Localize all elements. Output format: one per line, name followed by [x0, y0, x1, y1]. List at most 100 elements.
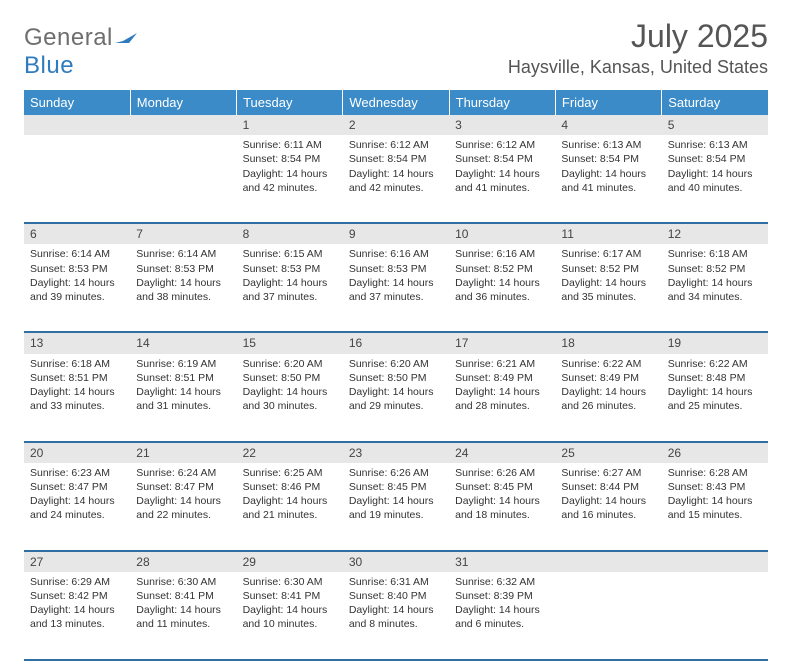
- sunset-text: Sunset: 8:54 PM: [561, 152, 655, 166]
- month-title: July 2025: [508, 18, 768, 55]
- weekday-header: Sunday: [24, 90, 130, 115]
- sunset-text: Sunset: 8:44 PM: [561, 480, 655, 494]
- sunset-text: Sunset: 8:42 PM: [30, 589, 124, 603]
- day-number-cell: 18: [555, 332, 661, 353]
- daylight-text: Daylight: 14 hours and 21 minutes.: [243, 494, 337, 522]
- weekday-row: SundayMondayTuesdayWednesdayThursdayFrid…: [24, 90, 768, 115]
- daylight-text: Daylight: 14 hours and 26 minutes.: [561, 385, 655, 413]
- sunrise-text: Sunrise: 6:12 AM: [349, 138, 443, 152]
- sunset-text: Sunset: 8:41 PM: [243, 589, 337, 603]
- day-number-cell: [130, 115, 236, 135]
- page: { "brand": { "general": "General", "blue…: [0, 0, 792, 612]
- calendar-cell: Sunrise: 6:17 AMSunset: 8:52 PMDaylight:…: [555, 244, 661, 332]
- daylight-text: Daylight: 14 hours and 33 minutes.: [30, 385, 124, 413]
- day-number-row: 2728293031: [24, 551, 768, 572]
- day-number-cell: 26: [662, 442, 768, 463]
- sunset-text: Sunset: 8:47 PM: [136, 480, 230, 494]
- sunset-text: Sunset: 8:54 PM: [455, 152, 549, 166]
- sunrise-text: Sunrise: 6:11 AM: [243, 138, 337, 152]
- title-block: July 2025 Haysville, Kansas, United Stat…: [508, 18, 768, 78]
- weekday-header: Wednesday: [343, 90, 449, 115]
- daylight-text: Daylight: 14 hours and 22 minutes.: [136, 494, 230, 522]
- daylight-text: Daylight: 14 hours and 31 minutes.: [136, 385, 230, 413]
- sunrise-text: Sunrise: 6:30 AM: [136, 575, 230, 589]
- day-number-cell: 3: [449, 115, 555, 135]
- day-number-cell: 29: [237, 551, 343, 572]
- day-number-row: 13141516171819: [24, 332, 768, 353]
- header: GeneralBlue July 2025 Haysville, Kansas,…: [24, 18, 768, 80]
- weekday-header: Tuesday: [237, 90, 343, 115]
- calendar-cell: Sunrise: 6:21 AMSunset: 8:49 PMDaylight:…: [449, 354, 555, 442]
- sunrise-text: Sunrise: 6:27 AM: [561, 466, 655, 480]
- calendar-cell: Sunrise: 6:32 AMSunset: 8:39 PMDaylight:…: [449, 572, 555, 660]
- daylight-text: Daylight: 14 hours and 37 minutes.: [349, 276, 443, 304]
- calendar-cell: Sunrise: 6:16 AMSunset: 8:52 PMDaylight:…: [449, 244, 555, 332]
- daylight-text: Daylight: 14 hours and 13 minutes.: [30, 603, 124, 631]
- calendar-cell: [130, 135, 236, 223]
- day-number-cell: 7: [130, 223, 236, 244]
- sunrise-text: Sunrise: 6:16 AM: [455, 247, 549, 261]
- sunrise-text: Sunrise: 6:16 AM: [349, 247, 443, 261]
- calendar-cell: Sunrise: 6:20 AMSunset: 8:50 PMDaylight:…: [343, 354, 449, 442]
- sunrise-text: Sunrise: 6:22 AM: [668, 357, 762, 371]
- day-number-cell: [662, 551, 768, 572]
- calendar-cell: Sunrise: 6:12 AMSunset: 8:54 PMDaylight:…: [449, 135, 555, 223]
- calendar-cell: Sunrise: 6:26 AMSunset: 8:45 PMDaylight:…: [343, 463, 449, 551]
- day-number-cell: 1: [237, 115, 343, 135]
- calendar-row: Sunrise: 6:29 AMSunset: 8:42 PMDaylight:…: [24, 572, 768, 660]
- calendar-cell: Sunrise: 6:25 AMSunset: 8:46 PMDaylight:…: [237, 463, 343, 551]
- sunset-text: Sunset: 8:39 PM: [455, 589, 549, 603]
- sunrise-text: Sunrise: 6:30 AM: [243, 575, 337, 589]
- sunset-text: Sunset: 8:52 PM: [455, 262, 549, 276]
- logo-general: General: [24, 24, 113, 51]
- daylight-text: Daylight: 14 hours and 15 minutes.: [668, 494, 762, 522]
- daylight-text: Daylight: 14 hours and 39 minutes.: [30, 276, 124, 304]
- sunrise-text: Sunrise: 6:24 AM: [136, 466, 230, 480]
- weekday-header: Saturday: [662, 90, 768, 115]
- day-number-cell: 16: [343, 332, 449, 353]
- day-number-cell: [555, 551, 661, 572]
- calendar-cell: Sunrise: 6:19 AMSunset: 8:51 PMDaylight:…: [130, 354, 236, 442]
- sunrise-text: Sunrise: 6:26 AM: [349, 466, 443, 480]
- sunrise-text: Sunrise: 6:25 AM: [243, 466, 337, 480]
- day-number-cell: 15: [237, 332, 343, 353]
- calendar-cell: Sunrise: 6:22 AMSunset: 8:49 PMDaylight:…: [555, 354, 661, 442]
- day-number-cell: 12: [662, 223, 768, 244]
- sunset-text: Sunset: 8:54 PM: [349, 152, 443, 166]
- day-number-cell: 11: [555, 223, 661, 244]
- day-number-row: 12345: [24, 115, 768, 135]
- daylight-text: Daylight: 14 hours and 16 minutes.: [561, 494, 655, 522]
- sunrise-text: Sunrise: 6:32 AM: [455, 575, 549, 589]
- calendar-cell: Sunrise: 6:16 AMSunset: 8:53 PMDaylight:…: [343, 244, 449, 332]
- day-number-cell: 27: [24, 551, 130, 572]
- calendar-cell: [555, 572, 661, 660]
- daylight-text: Daylight: 14 hours and 11 minutes.: [136, 603, 230, 631]
- sunrise-text: Sunrise: 6:23 AM: [30, 466, 124, 480]
- sunrise-text: Sunrise: 6:18 AM: [30, 357, 124, 371]
- day-number-cell: 22: [237, 442, 343, 463]
- calendar-cell: Sunrise: 6:13 AMSunset: 8:54 PMDaylight:…: [555, 135, 661, 223]
- day-number-cell: [24, 115, 130, 135]
- sunrise-text: Sunrise: 6:20 AM: [349, 357, 443, 371]
- sunset-text: Sunset: 8:53 PM: [349, 262, 443, 276]
- sunset-text: Sunset: 8:51 PM: [136, 371, 230, 385]
- sunrise-text: Sunrise: 6:14 AM: [136, 247, 230, 261]
- daylight-text: Daylight: 14 hours and 40 minutes.: [668, 167, 762, 195]
- daylight-text: Daylight: 14 hours and 41 minutes.: [561, 167, 655, 195]
- calendar-cell: [24, 135, 130, 223]
- day-number-cell: 2: [343, 115, 449, 135]
- calendar-cell: Sunrise: 6:11 AMSunset: 8:54 PMDaylight:…: [237, 135, 343, 223]
- calendar-cell: Sunrise: 6:14 AMSunset: 8:53 PMDaylight:…: [24, 244, 130, 332]
- day-number-cell: 10: [449, 223, 555, 244]
- daylight-text: Daylight: 14 hours and 41 minutes.: [455, 167, 549, 195]
- daylight-text: Daylight: 14 hours and 24 minutes.: [30, 494, 124, 522]
- day-number-row: 6789101112: [24, 223, 768, 244]
- sunrise-text: Sunrise: 6:28 AM: [668, 466, 762, 480]
- weekday-header: Thursday: [449, 90, 555, 115]
- calendar-cell: Sunrise: 6:14 AMSunset: 8:53 PMDaylight:…: [130, 244, 236, 332]
- sunset-text: Sunset: 8:49 PM: [561, 371, 655, 385]
- daylight-text: Daylight: 14 hours and 28 minutes.: [455, 385, 549, 413]
- sunrise-text: Sunrise: 6:31 AM: [349, 575, 443, 589]
- sunset-text: Sunset: 8:53 PM: [243, 262, 337, 276]
- calendar-head: SundayMondayTuesdayWednesdayThursdayFrid…: [24, 90, 768, 115]
